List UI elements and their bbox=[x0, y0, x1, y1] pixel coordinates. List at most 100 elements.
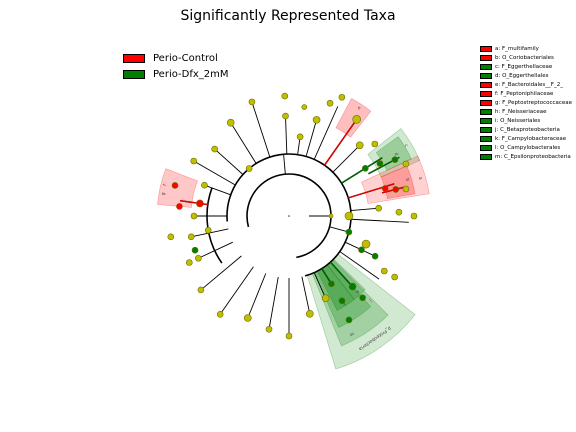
tree-branch bbox=[200, 255, 242, 291]
group-label: Perio-Dfx_2mM bbox=[153, 68, 229, 80]
sector-label-b: b bbox=[404, 178, 411, 183]
tree-branch bbox=[283, 154, 286, 175]
tree-branch bbox=[305, 119, 317, 157]
clade-sector-eggerthellaceae bbox=[375, 136, 412, 171]
group-swatch bbox=[123, 69, 145, 79]
tree-branch-highlight bbox=[341, 157, 383, 184]
tree-branch bbox=[204, 184, 231, 196]
control-node bbox=[176, 203, 183, 210]
sector-label-c: c bbox=[403, 144, 409, 149]
taxon-node bbox=[226, 118, 235, 127]
dfx-node bbox=[376, 160, 384, 167]
taxon-node bbox=[402, 185, 410, 193]
tree-branch bbox=[193, 160, 236, 186]
tree-branch bbox=[313, 272, 327, 299]
taxon-node bbox=[410, 212, 418, 220]
tree-branch bbox=[339, 251, 380, 280]
clade-legend: a: F_multifamily b: O_Coriobacteriales c: … bbox=[480, 44, 576, 161]
clade-label: e: F_Bacteroidales__F_2_ bbox=[495, 81, 563, 88]
sector-label-j: j bbox=[368, 297, 374, 303]
taxon-node bbox=[344, 211, 354, 221]
clade-label: f: F_Peptoniphilaceae bbox=[495, 90, 554, 97]
clade-label: a: F_multifamily bbox=[495, 45, 539, 52]
group-legend-item: Perio-Control bbox=[123, 50, 229, 66]
taxon-node bbox=[326, 99, 334, 107]
clade-legend-item: f: F_Peptoniphilaceae bbox=[480, 89, 576, 98]
clade-label: b: O_Coriobacteriales bbox=[495, 54, 554, 61]
dfx-node bbox=[371, 252, 379, 260]
taxon-node bbox=[301, 104, 308, 110]
taxon-node bbox=[380, 267, 388, 275]
tree-arc-outer bbox=[206, 187, 223, 264]
clade-swatch bbox=[480, 117, 492, 124]
taxon-node bbox=[361, 239, 371, 249]
clade-legend-item: m: C_Epsilonproteobacteria bbox=[480, 152, 576, 161]
taxon-node bbox=[201, 181, 208, 189]
dfx-node bbox=[358, 246, 365, 254]
clade-swatch bbox=[480, 81, 492, 88]
sector-label-e: e bbox=[356, 106, 361, 112]
dfx-node bbox=[359, 294, 366, 302]
clade-label: j: C_Betaproteobacteria bbox=[495, 126, 560, 133]
clade-label: c: F_Eggerthellaceae bbox=[495, 63, 553, 70]
taxon-node bbox=[395, 208, 403, 216]
tree-arc-middle bbox=[226, 153, 352, 277]
tree-branch-highlight bbox=[329, 261, 354, 288]
chart-title: Significantly Represented Taxa bbox=[180, 8, 396, 24]
tree-branch bbox=[214, 148, 244, 175]
clade-legend-item: l: O_Campylobacterales bbox=[480, 143, 576, 152]
sector-label-a: a bbox=[417, 176, 423, 180]
clade-legend-item: h: F_Neisseriaceae bbox=[480, 107, 576, 116]
sector-label-g: g bbox=[161, 192, 166, 196]
control-node bbox=[381, 185, 389, 192]
taxon-node bbox=[338, 93, 346, 101]
sector-label-h: h bbox=[354, 288, 360, 294]
clade-label: h: F_Neisseriaceae bbox=[495, 108, 547, 115]
group-legend: Perio-Control Perio-Dfx_2mM bbox=[123, 50, 229, 82]
clade-legend-item: b: O_Coriobacteriales bbox=[480, 53, 576, 62]
clade-swatch bbox=[480, 126, 492, 133]
clade-legend-item: i: O_Neisseriales bbox=[480, 116, 576, 125]
group-label: Perio-Control bbox=[153, 52, 218, 64]
tree-branch bbox=[268, 276, 279, 330]
dfx-node bbox=[345, 316, 353, 324]
group-legend-item: Perio-Dfx_2mM bbox=[123, 66, 229, 82]
tree-branch bbox=[219, 266, 254, 315]
clade-label: i: O_Neisseriales bbox=[495, 117, 541, 124]
taxon-node bbox=[402, 160, 410, 168]
taxon-node bbox=[375, 204, 382, 212]
tree-arc-inner bbox=[246, 173, 332, 259]
tree-root bbox=[288, 215, 290, 217]
sector-label-m: m bbox=[348, 330, 354, 336]
clade-sector-peptostreptococcaceae bbox=[157, 168, 198, 208]
tree-branch bbox=[247, 273, 267, 319]
dfx-node bbox=[348, 282, 357, 291]
clade-swatch bbox=[480, 99, 492, 106]
taxon-node bbox=[195, 254, 202, 262]
dfx-node bbox=[191, 246, 199, 254]
taxon-node bbox=[285, 332, 293, 340]
taxon-node bbox=[248, 98, 256, 106]
clade-swatch bbox=[480, 144, 492, 151]
clade-swatch bbox=[480, 72, 492, 79]
dfx-node bbox=[362, 165, 369, 172]
dfx-node bbox=[391, 156, 399, 163]
taxon-node bbox=[282, 112, 289, 120]
group-swatch bbox=[123, 53, 145, 63]
taxon-node bbox=[245, 165, 253, 172]
clade-swatch bbox=[480, 54, 492, 61]
tree-branch bbox=[313, 106, 339, 160]
clade-label: k: F_Campylobacteraceae bbox=[495, 135, 567, 142]
taxon-node bbox=[265, 325, 273, 333]
taxon-node bbox=[296, 133, 304, 141]
taxon-node bbox=[305, 310, 314, 318]
taxon-node bbox=[355, 141, 364, 150]
control-node bbox=[171, 182, 179, 189]
clade-label: d: O_Eggerthellales bbox=[495, 72, 549, 79]
control-node bbox=[196, 199, 204, 208]
taxon-node bbox=[190, 157, 198, 165]
tree-branch-highlight bbox=[323, 118, 358, 166]
taxon-node bbox=[371, 140, 379, 148]
clade-swatch bbox=[480, 63, 492, 70]
